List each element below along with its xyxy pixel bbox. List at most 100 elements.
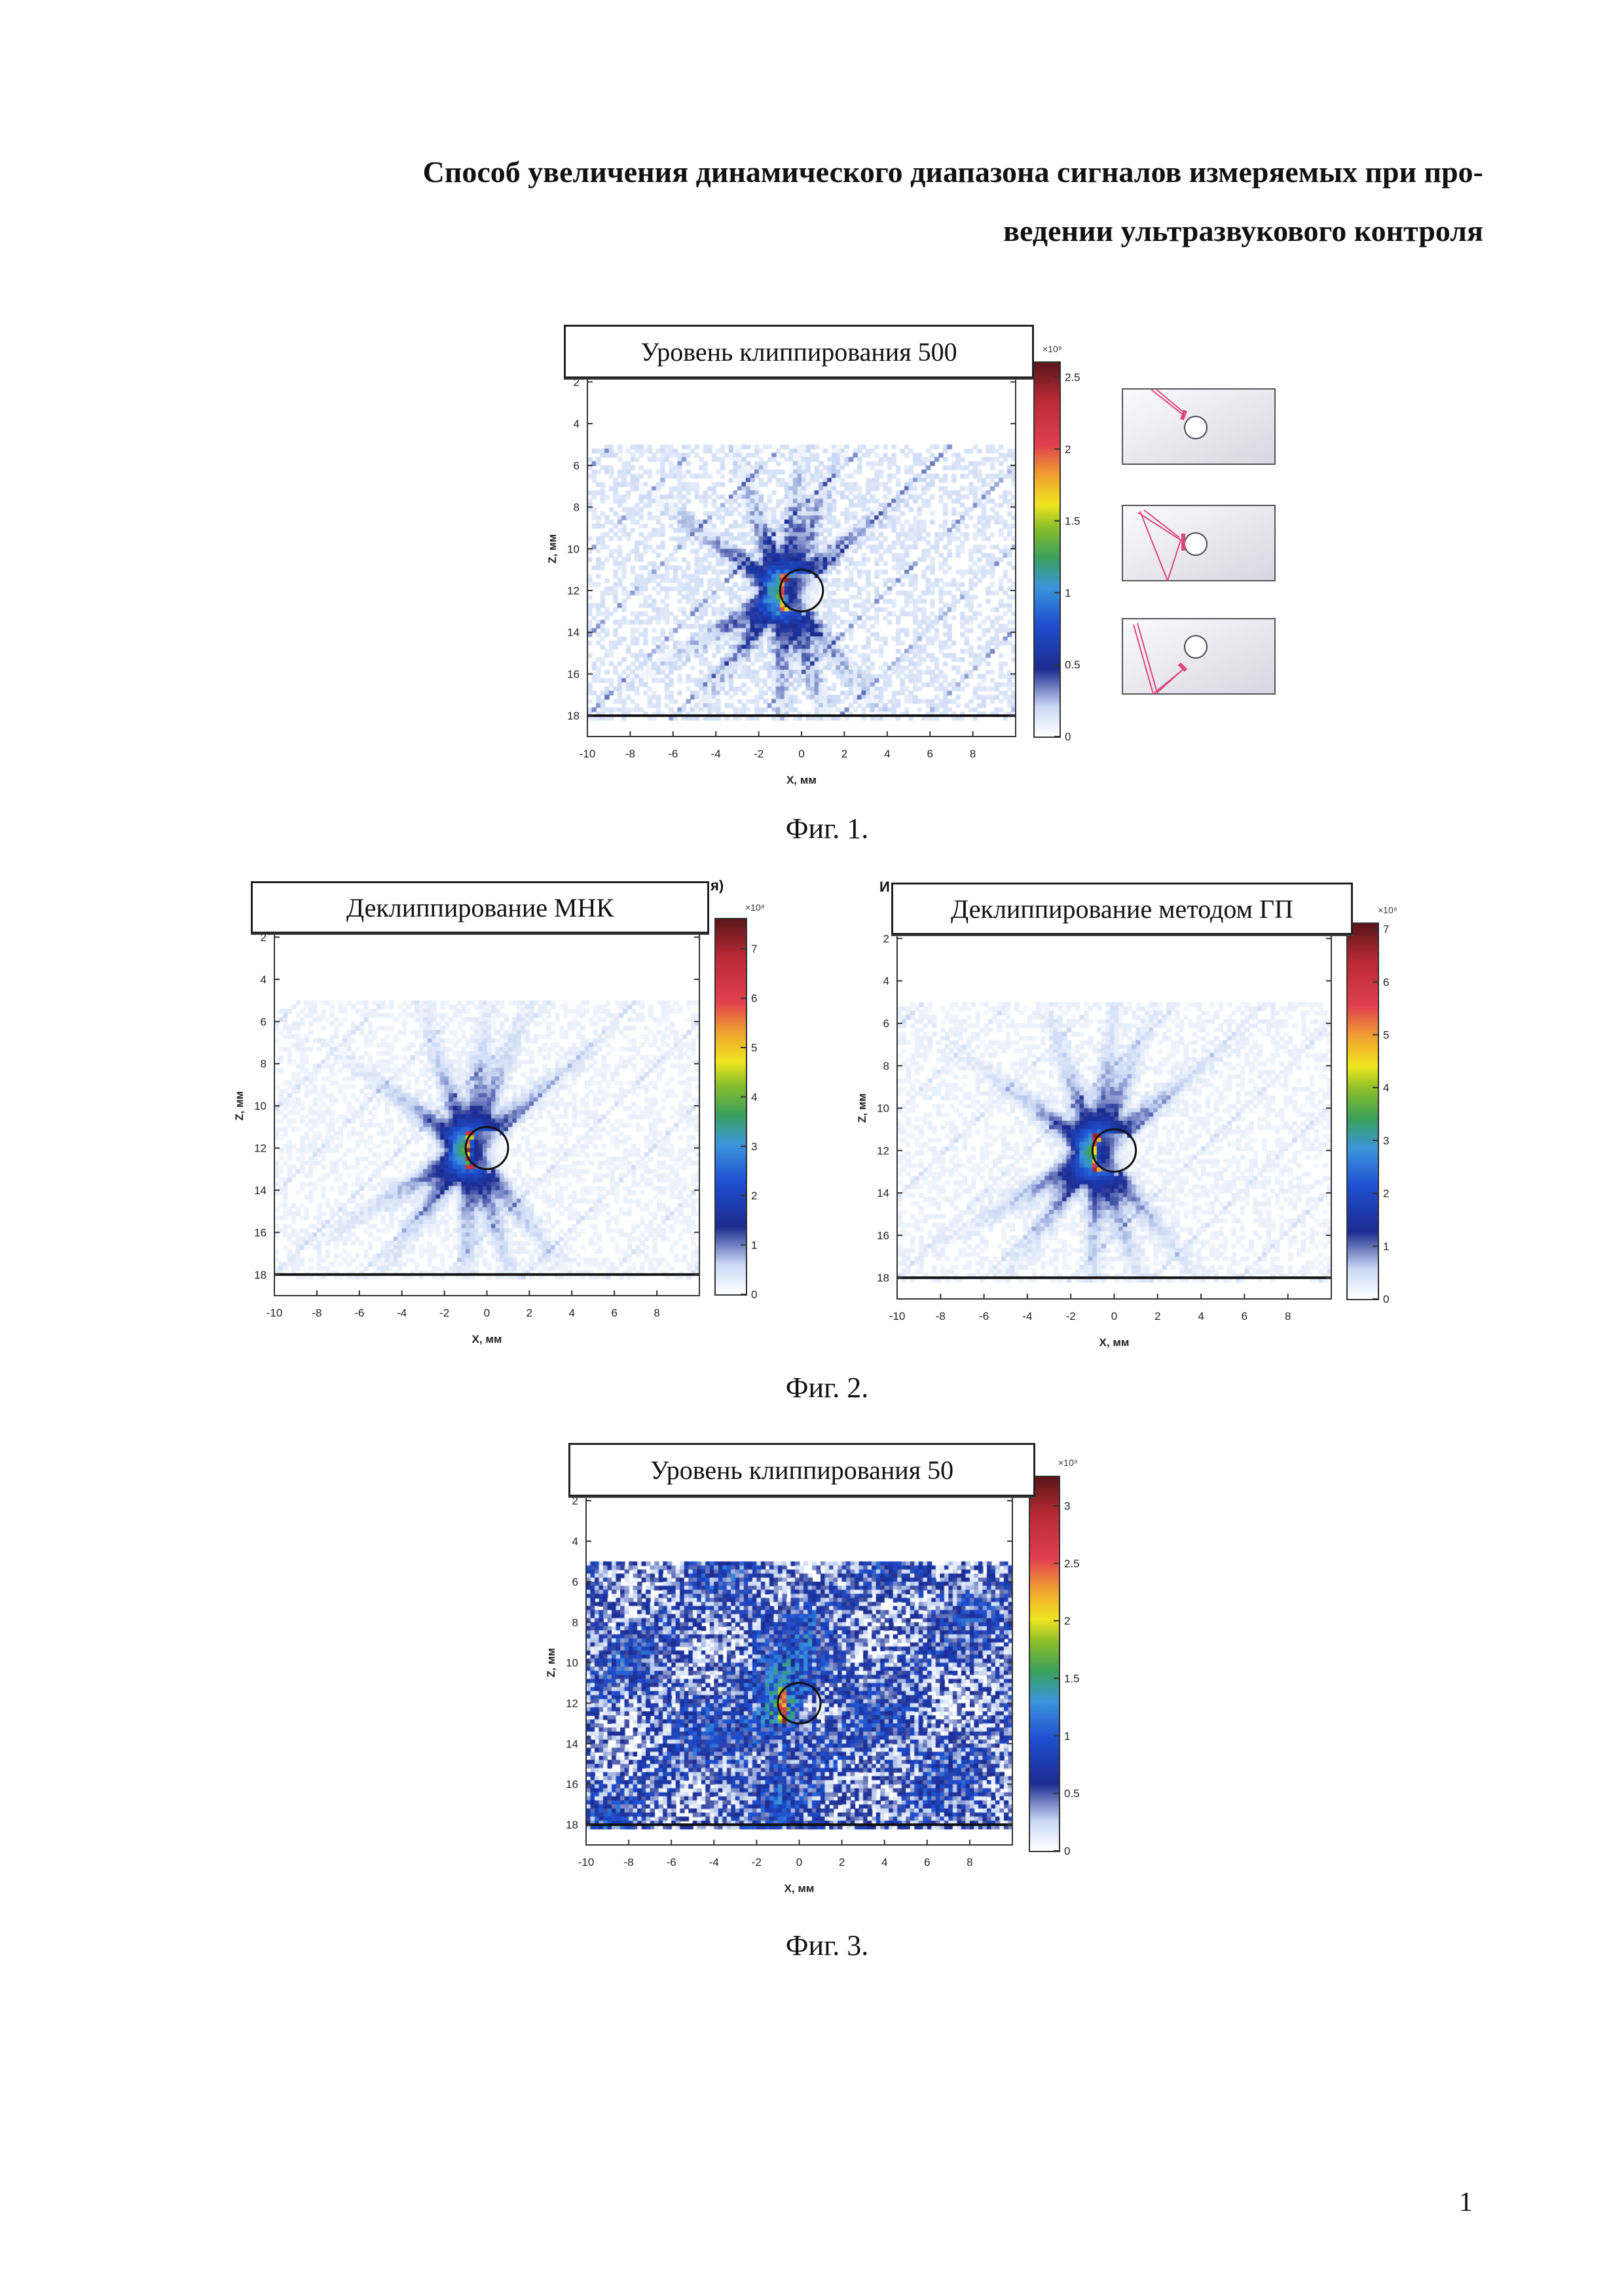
x-tick-label: -6 [667,1856,676,1868]
x-tick-label: -6 [354,1307,364,1319]
colorbar-tick-label: 7 [751,943,757,955]
y-tick-label: 18 [254,1269,267,1281]
x-tick-label: -10 [580,748,596,760]
y-tick-label: 12 [254,1142,267,1155]
x-tick-label: -10 [889,1310,906,1322]
y-axis-label: Z, мм [546,534,559,564]
defect-circle [779,568,824,613]
document-title-line-2: ведении ультразвукового контроля [1003,214,1483,247]
y-tick-label: 12 [877,1144,889,1157]
colorbar-axis: 0 1 2 3 4 5 6 7 [1373,923,1389,1305]
x-tick-label: 6 [1242,1310,1247,1322]
x-tick-label: 4 [1198,1310,1204,1322]
y-tick-label: 12 [566,1697,578,1709]
x-axis-label: X, мм [1099,1336,1130,1349]
defect-circle [1091,1128,1137,1173]
y-tick-label: 16 [567,668,580,680]
colorbar-tick-label: 0 [1383,1293,1389,1305]
defect-circle [464,1125,509,1171]
y-tick-label: 4 [883,975,889,987]
x-tick-label: -4 [397,1307,407,1319]
colorbar-tick-label: 0 [1064,1845,1070,1857]
fig1-colorbar: 0 0.5 1 1.5 2 2.5 [1033,361,1080,743]
fig1-caption: Фиг. 1. [785,812,869,845]
y-tick-label: 8 [883,1060,889,1072]
hole-icon [1184,635,1208,659]
colorbar-tick-label: 3 [751,1140,757,1153]
heatmap-image [274,933,699,1296]
y-tick-label: 10 [254,1100,267,1112]
plot-frame [896,934,1332,1300]
fig3-colorbar-exponent: ×10⁹ [1058,1457,1078,1468]
colorbar-tick-label: 1 [1383,1240,1389,1252]
fig2-left-colorbar: 0 1 2 3 4 5 6 7 [714,918,757,1301]
x-tick-label: 8 [967,1856,972,1868]
fig1-heatmap-plot: -10 -8 -6 -4 -2 0 2 4 6 8 2 4 6 8 10 12 14 16 18 X, мм Z, мм [546,376,1016,786]
x-tick-label: -8 [625,748,635,760]
fig3-heatmap-plot: -10 -8 -6 -4 -2 0 2 4 6 8 2 4 6 8 10 12 14 16 18 X, мм Z, мм [545,1495,1013,1895]
colorbar-tick-label: 0 [751,1288,757,1301]
y-tick-label: 14 [877,1187,889,1199]
colorbar-tick-label: 2 [751,1190,757,1202]
fig3-panel-title: Уровень клиппирования 50 [568,1443,1035,1497]
y-tick-label: 18 [567,710,580,722]
x-tick-label: -4 [1022,1310,1032,1322]
x-tick-label: -2 [752,1856,762,1868]
x-axis-label: X, мм [472,1333,502,1345]
y-tick-label: 16 [877,1230,889,1242]
y-axis-label: Z, мм [856,1093,868,1123]
y-tick-label: 18 [877,1272,889,1285]
colorbar-tick-label: 4 [751,1091,757,1103]
page-number: 1 [1459,2187,1473,2217]
plot-frame [585,1496,1013,1846]
x-tick-label: -6 [979,1310,989,1322]
fig2-left-fragment: я) [710,877,724,894]
fig2-left-heatmap-plot: -10 -8 -6 -4 -2 0 2 4 6 8 2 4 6 8 10 12 14 16 18 X, мм Z, мм [233,931,700,1345]
y-tick-label: 4 [572,1535,578,1548]
y-tick-label: 12 [567,585,580,597]
colorbar-tick-label: 0 [1065,731,1071,743]
x-tick-label: -6 [668,748,678,760]
colorbar-tick-label: 1.5 [1064,1672,1080,1685]
document-title-line-1: Способ увеличения динамического диапазон… [422,155,1483,189]
x-tick-label: 8 [1285,1310,1291,1322]
y-tick-label: 4 [261,974,267,986]
colorbar-tick-label: 6 [751,993,757,1005]
x-tick-label: 6 [927,748,932,760]
x-tick-label: 6 [611,1307,617,1319]
colorbar-tick-label: 2 [1064,1615,1070,1628]
fig3-caption: Фиг. 3. [785,1929,869,1961]
y-tick-label: 6 [572,1576,578,1588]
y-tick-label: 14 [566,1738,578,1750]
colorbar-axis: 0 0.5 1 1.5 2 2.5 [1054,371,1080,743]
x-tick-label: 2 [839,1856,845,1868]
y-tick-label: 14 [254,1184,267,1197]
x-axis-label: X, мм [786,774,817,786]
fig2-left-colorbar-exponent: ×10⁸ [745,902,765,913]
x-tick-label: -10 [267,1307,283,1319]
colorbar-tick-label: 1 [751,1239,757,1252]
colorbar-tick-label: 4 [1383,1082,1389,1094]
y-tick-label: 8 [572,1616,578,1629]
x-tick-label: 0 [1111,1310,1117,1322]
fig2-right-fragment: И [879,879,890,895]
colorbar-tick-label: 2.5 [1065,371,1080,384]
fig2-right-heatmap-plot: -10 -8 -6 -4 -2 0 2 4 6 8 2 4 6 8 10 12 14 16 18 X, мм Z, мм [856,932,1332,1349]
plot-frame [587,377,1016,737]
x-tick-label: 4 [569,1307,575,1319]
y-tick-label: 14 [567,627,580,639]
x-tick-label: 8 [970,748,976,760]
colorbar-tick-label: 7 [1383,923,1389,936]
schematic-path-2 [1122,505,1276,581]
y-axis-label: Z, мм [233,1091,246,1121]
y-tick-label: 6 [261,1015,267,1028]
colorbar-tick-label: 0.5 [1065,659,1080,671]
y-tick-label: 8 [574,501,580,514]
defect-circle [777,1682,822,1724]
y-tick-label: 10 [566,1657,578,1669]
x-tick-label: -2 [1066,1310,1076,1322]
y-tick-label: 8 [261,1058,267,1070]
y-tick-label: 2 [261,931,267,943]
hole-icon [1184,416,1208,439]
y-tick-label: 18 [566,1819,578,1831]
